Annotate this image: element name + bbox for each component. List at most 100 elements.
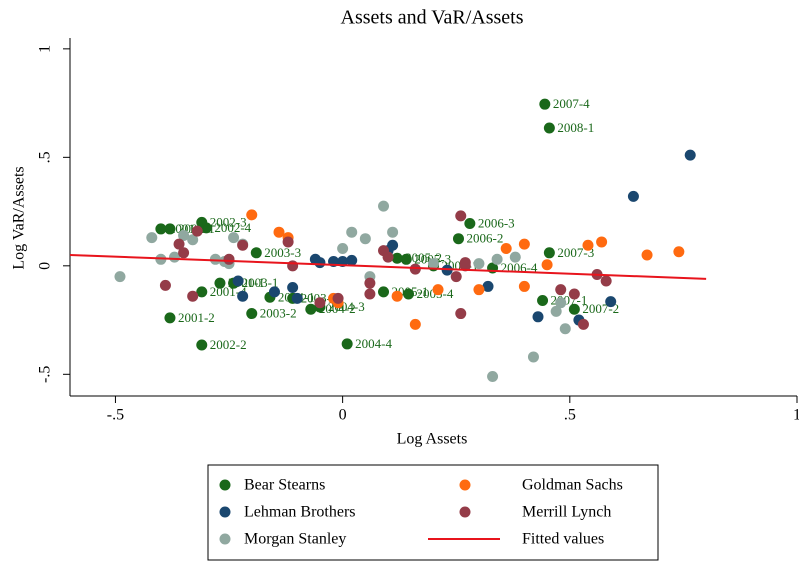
point [409, 263, 421, 275]
point [441, 264, 453, 276]
x-tick-label: -.5 [107, 407, 124, 424]
x-axis-label: Log Assets [397, 431, 468, 448]
point [596, 236, 608, 248]
point [191, 225, 203, 237]
point [173, 238, 185, 250]
point [155, 223, 167, 235]
legend-label: Fitted values [522, 531, 604, 548]
point [346, 226, 358, 238]
point [178, 247, 190, 259]
point [568, 303, 580, 315]
point-label: 2003-3 [264, 245, 301, 260]
point [455, 308, 467, 320]
legend-marker [459, 506, 471, 518]
point [314, 257, 326, 269]
point [577, 318, 589, 330]
point [527, 351, 539, 363]
point [518, 280, 530, 292]
point [114, 271, 126, 283]
point [287, 282, 299, 294]
point [518, 238, 530, 250]
legend-marker [219, 506, 231, 518]
point [359, 233, 371, 245]
point [559, 323, 571, 335]
point [273, 226, 285, 238]
point [364, 277, 376, 289]
point-label: 2003-2 [260, 306, 297, 321]
point [223, 253, 235, 265]
point [627, 190, 639, 202]
point-label: 2006-3 [478, 215, 515, 230]
point [555, 297, 567, 309]
point [291, 292, 303, 304]
point [450, 271, 462, 283]
point [487, 370, 499, 382]
point [346, 254, 358, 266]
point [684, 149, 696, 161]
point [428, 258, 439, 270]
y-tick-label: -.5 [37, 366, 54, 383]
chart-title: Assets and VaR/Assets [341, 7, 524, 29]
legend-label: Morgan Stanley [244, 531, 346, 548]
point [214, 277, 226, 289]
point [600, 275, 612, 287]
point-label: 2007-4 [553, 96, 590, 111]
point [532, 311, 544, 323]
point [178, 229, 190, 241]
point-label: 2001-2 [178, 310, 215, 325]
point [387, 226, 399, 238]
point [196, 286, 208, 298]
point [391, 252, 403, 264]
point [455, 210, 467, 222]
point [452, 233, 464, 245]
point [196, 339, 208, 351]
point-label: 2003-1 [242, 275, 279, 290]
y-tick-label: .5 [37, 151, 54, 163]
point [314, 297, 326, 309]
point [491, 253, 503, 265]
point-label: 2006-2 [466, 231, 503, 246]
point [250, 247, 262, 259]
point [409, 318, 421, 330]
x-tick-label: 0 [339, 407, 347, 424]
point [341, 338, 353, 350]
x-tick-label: 1 [793, 407, 799, 424]
point-label: 2004-4 [355, 336, 392, 351]
point [187, 290, 199, 302]
point-label: 2004-2 [319, 301, 356, 316]
point [500, 242, 512, 254]
point [543, 122, 555, 134]
point [473, 258, 485, 270]
legend-marker [219, 479, 231, 491]
point [543, 247, 555, 259]
legend-label: Goldman Sachs [522, 477, 623, 494]
legend-marker [459, 479, 471, 491]
point-label: 2002-3 [210, 214, 247, 229]
point [568, 288, 580, 300]
point [641, 249, 653, 261]
y-tick-label: 0 [37, 262, 54, 270]
point [459, 257, 471, 269]
point [541, 259, 553, 271]
point-label: 2002-4 [214, 220, 251, 235]
point [382, 251, 394, 263]
point [464, 218, 476, 230]
point-label: 2008-1 [557, 120, 594, 135]
point [228, 232, 240, 244]
point-label: 2002-2 [210, 337, 247, 352]
point [550, 305, 562, 317]
point [246, 209, 258, 221]
point [146, 232, 158, 244]
legend-marker [219, 533, 231, 545]
fitted-line [69, 253, 707, 280]
point [164, 312, 176, 324]
y-axis-label: Log VaR/Assets [11, 166, 28, 269]
point [378, 200, 390, 212]
point [232, 275, 244, 287]
legend-box [207, 464, 659, 561]
point [539, 98, 551, 110]
point [246, 308, 258, 320]
point [555, 284, 567, 296]
y-tick-label: 1 [37, 45, 54, 53]
legend-label: Merrill Lynch [522, 504, 611, 521]
